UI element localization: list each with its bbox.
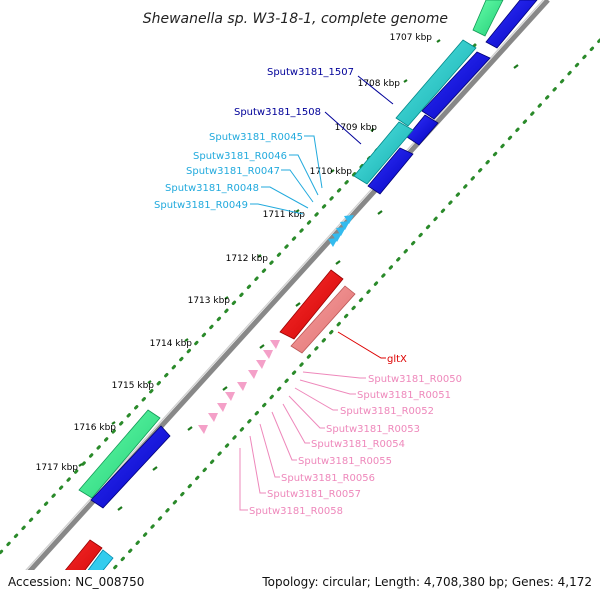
trna-pink-arrow [198,425,208,434]
kbp-label: 1716 kbp [74,423,117,433]
trna-pink-arrow [208,413,218,422]
trna-cyan-arrow [344,215,354,224]
leader-r0047 [281,169,314,203]
leader-r0050 [302,371,366,379]
gene-label[interactable]: Sputw3181_R0049 [154,200,248,211]
trna-pink-arrow [217,403,227,412]
cds-features-top [353,0,538,195]
cds-green-top [472,0,504,37]
kbp-label: 1715 kbp [112,381,155,391]
leader-r0048 [261,186,309,209]
kbp-label: 1713 kbp [188,296,231,306]
footer-bg [0,570,600,600]
leader-gltx [337,331,386,359]
major-ticks [78,39,519,511]
trna-cyan-group [328,215,354,247]
trna-pink-arrow [263,350,273,359]
gene-label[interactable]: Sputw3181_R0050 [368,374,462,385]
label-leaders [239,75,394,511]
kbp-label: 1717 kbp [36,463,79,473]
genome-backbone [0,0,550,600]
genome-backbone-highlight [0,0,544,600]
trna-pink-arrow [270,340,280,349]
gene-label[interactable]: Sputw3181_R0058 [249,506,343,517]
gene-label[interactable]: Sputw3181_R0056 [281,473,375,484]
kbp-label: 1709 kbp [335,123,378,133]
cds-cyan-1508 [353,121,414,185]
leader-1508 [324,111,362,145]
gene-label[interactable]: Sputw3181_R0057 [267,489,361,500]
kbp-label: 1714 kbp [150,339,193,349]
gene-label[interactable]: Sputw3181_R0047 [186,166,280,177]
cds-green-bottom [78,409,161,499]
leader-r0046 [289,154,319,196]
trna-cyan-arrow [340,221,350,230]
gene-label[interactable]: Sputw3181_R0046 [193,151,287,162]
gene-label[interactable]: Sputw3181_R0054 [311,439,405,450]
leader-r0051 [299,379,356,395]
cds-blue-1 [421,51,491,120]
leader-r0054 [282,403,310,444]
leader-r0058 [239,448,248,511]
kbp-label: 1707 kbp [390,33,433,43]
kbp-label: 1712 kbp [226,254,269,264]
trna-cyan-arrow [336,227,346,236]
cds-red [279,269,344,340]
topology-text: Topology: circular; Length: 4,708,380 bp… [261,575,592,589]
gene-label[interactable]: Sputw3181_R0052 [340,406,434,417]
kbp-label: 1711 kbp [263,210,306,220]
cds-features-middle [279,269,356,354]
leader-r0045 [304,135,323,189]
leader-r0055 [271,411,297,461]
cds-blue-top [485,0,538,49]
trna-pink-arrow [225,392,235,401]
gene-labels: Sputw3181_1507 Sputw3181_1508 Sputw3181_… [154,67,462,517]
trna-cyan-arrow [328,238,338,247]
leader-1507 [357,75,394,105]
gene-label[interactable]: gltX [387,354,407,365]
cds-blue-bottom [90,425,171,509]
gene-label[interactable]: Sputw3181_1507 [267,67,354,78]
cds-blue-3 [367,147,414,195]
leader-r0049 [250,203,304,215]
trna-pink-arrow [248,370,258,379]
kbp-label: 1710 kbp [310,167,353,177]
accession-text: Accession: NC_008750 [8,575,144,589]
leader-r0057 [249,435,266,494]
trna-pink-arrow [256,360,266,369]
kbp-labels: 1707 kbp 1708 kbp 1709 kbp 1710 kbp 1711… [36,33,433,473]
kbp-label: 1708 kbp [358,79,401,89]
gene-label[interactable]: Sputw3181_R0055 [298,456,392,467]
gene-label[interactable]: Sputw3181_R0048 [165,183,259,194]
cds-salmon-gltx [290,285,356,354]
gene-label[interactable]: Sputw3181_R0053 [326,424,420,435]
map-title: Shewanella sp. W3-18-1, complete genome [143,11,448,27]
gene-label[interactable]: Sputw3181_1508 [234,107,321,118]
gene-label[interactable]: Sputw3181_R0051 [357,390,451,401]
trna-cyan-arrow [332,233,342,242]
leader-r0053 [288,395,325,429]
trna-pink-group [198,340,280,434]
gene-label[interactable]: Sputw3181_R0045 [209,132,303,143]
cds-cyan-1507 [395,39,477,127]
leader-r0052 [294,387,338,411]
trna-pink-arrow [237,382,247,391]
leader-r0056 [259,423,280,478]
